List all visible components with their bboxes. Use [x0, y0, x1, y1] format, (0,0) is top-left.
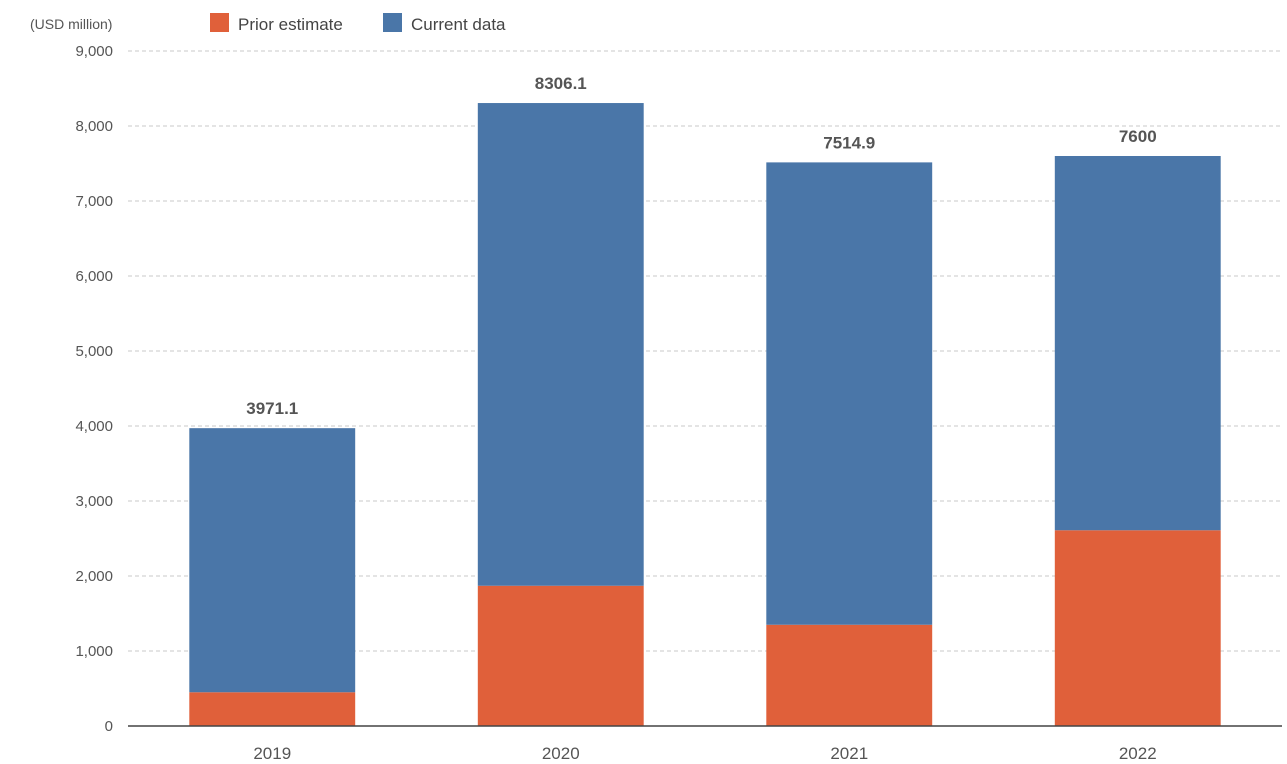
bar-current-data-2020: [477, 103, 644, 586]
bar-prior-estimate-2021: [766, 624, 933, 726]
legend: Prior estimate Current data: [210, 13, 506, 34]
total-label-2019: 3971.1: [246, 399, 298, 418]
bar-current-data-2022: [1054, 156, 1221, 531]
y-tick-label: 5,000: [75, 343, 113, 360]
x-tick-label-2022: 2022: [1119, 744, 1157, 763]
x-axis-labels: 2019 2020 2021 2022: [253, 744, 1156, 763]
total-label-2021: 7514.9: [823, 133, 875, 152]
bar-current-data-2021: [766, 162, 933, 625]
x-tick-label-2020: 2020: [542, 744, 580, 763]
bar-prior-estimate-2019: [189, 692, 356, 726]
y-tick-label: 4,000: [75, 418, 113, 435]
bar-current-data-2019: [189, 428, 356, 693]
y-tick-label: 1,000: [75, 643, 113, 660]
y-tick-label: 0: [105, 718, 113, 735]
bars: [189, 103, 1221, 726]
y-tick-label: 6,000: [75, 268, 113, 285]
y-tick-label: 7,000: [75, 193, 113, 210]
legend-swatch-prior-estimate: [210, 13, 229, 32]
y-axis-ticks: 0 1,000 2,000 3,000 4,000 5,000 6,000 7,000 8,00…: [75, 43, 113, 735]
legend-swatch-current-data: [383, 13, 402, 32]
y-tick-label: 3,000: [75, 493, 113, 510]
legend-label-current-data: Current data: [411, 15, 506, 34]
legend-label-prior-estimate: Prior estimate: [238, 15, 343, 34]
bar-prior-estimate-2020: [477, 585, 644, 726]
y-axis-unit-label: (USD million): [30, 16, 112, 32]
total-label-2020: 8306.1: [535, 74, 587, 93]
y-tick-label: 8,000: [75, 118, 113, 135]
total-labels: 3971.1 8306.1 7514.9 7600: [246, 74, 1156, 418]
bar-prior-estimate-2022: [1054, 530, 1221, 726]
total-label-2022: 7600: [1119, 127, 1157, 146]
y-tick-label: 9,000: [75, 43, 113, 60]
y-tick-label: 2,000: [75, 568, 113, 585]
x-tick-label-2021: 2021: [830, 744, 868, 763]
x-tick-label-2019: 2019: [253, 744, 291, 763]
